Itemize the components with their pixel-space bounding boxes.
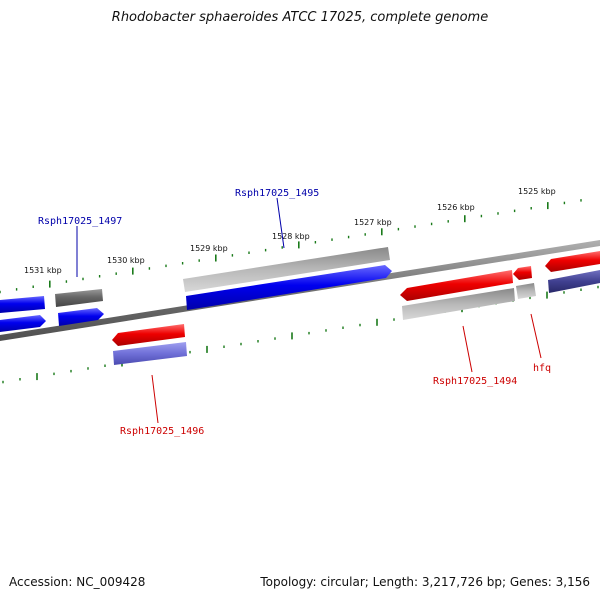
gene-label-rsph17025-1494[interactable]: Rsph17025_1494 <box>433 376 517 387</box>
accession-text: Accession: NC_009428 <box>9 575 146 589</box>
gene-red-rsph17025-1496[interactable] <box>112 324 185 346</box>
gene-label-rsph17025-1495[interactable]: Rsph17025_1495 <box>235 188 319 199</box>
leader-line-hfq <box>530 313 542 359</box>
gene-blue-left-top[interactable] <box>0 296 45 313</box>
tick-label-1528: 1528 kbp <box>272 232 310 241</box>
tick-label-1527: 1527 kbp <box>354 218 392 227</box>
gene-label-hfq[interactable]: hfq <box>533 363 551 374</box>
gene-blue-left-bottom[interactable] <box>0 315 46 332</box>
gene-label-rsph17025-1497[interactable]: Rsph17025_1497 <box>38 216 122 227</box>
tick-label-1530: 1530 kbp <box>107 256 145 265</box>
map-title: Rhodobacter sphaeroides ATCC 17025, comp… <box>111 10 489 25</box>
gene-navy-right[interactable] <box>548 270 600 293</box>
leader-line-rsph17025-1494 <box>462 325 473 373</box>
gene-gray-rsph17025-1495-cds[interactable] <box>183 247 390 292</box>
tick-label-1525: 1525 kbp <box>518 187 556 196</box>
genome-stats-text: Topology: circular; Length: 3,217,726 bp… <box>260 575 590 589</box>
tick-label-1526: 1526 kbp <box>437 203 475 212</box>
tick-label-1529: 1529 kbp <box>190 244 228 253</box>
gene-red-hfq[interactable] <box>513 266 532 280</box>
gene-gray-hfq-rna[interactable] <box>516 283 536 299</box>
gene-gray-rsph17025-1494-rna[interactable] <box>402 288 515 320</box>
tick-label-1531: 1531 kbp <box>24 266 62 275</box>
outer-tick-ring <box>0 199 582 294</box>
gene-red-rsph17025-1494[interactable] <box>400 270 513 301</box>
gene-blue-rsph17025-1497-b[interactable] <box>58 308 104 326</box>
gene-red-right[interactable] <box>545 251 600 272</box>
gene-blue-rsph17025-1495[interactable] <box>186 265 392 310</box>
gene-gray-rsph17025-1497[interactable] <box>55 289 103 307</box>
gene-purple-rsph17025-1496-rna[interactable] <box>113 342 187 365</box>
leader-line-rsph17025-1495 <box>276 197 285 249</box>
gene-label-rsph17025-1496[interactable]: Rsph17025_1496 <box>120 426 204 437</box>
leader-line-rsph17025-1496 <box>151 374 159 424</box>
